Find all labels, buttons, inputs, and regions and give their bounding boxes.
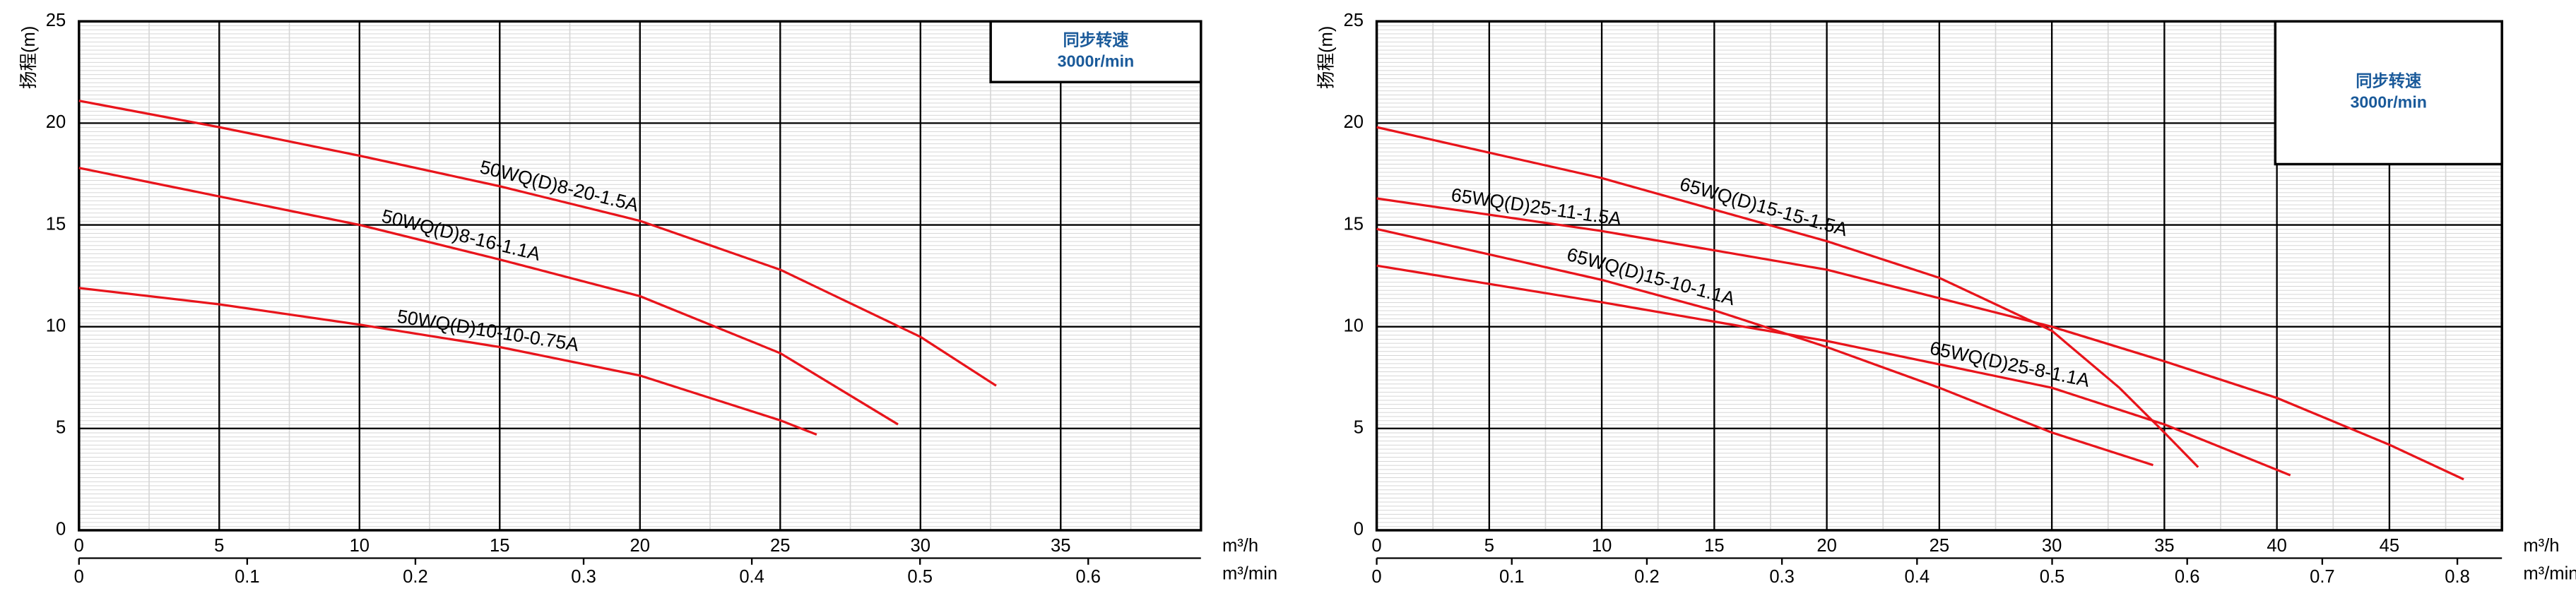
curve <box>1376 126 2199 468</box>
y-tick-label: 20 <box>1344 112 1364 132</box>
x-tick-label: 25 <box>1930 536 1949 556</box>
x2-tick-label: 0.4 <box>739 567 764 587</box>
x-tick-label: 20 <box>1816 536 1836 556</box>
x-tick-label: 35 <box>1051 536 1070 556</box>
y-tick-label: 15 <box>1344 214 1364 234</box>
x2-tick-label: 0.6 <box>2175 567 2200 587</box>
x2-tick-label: 0.2 <box>1634 567 1660 587</box>
x-tick-label: 25 <box>770 536 790 556</box>
x2-tick-label: 0.5 <box>907 567 933 587</box>
curve <box>1376 264 2291 477</box>
y-tick-label: 5 <box>56 418 66 438</box>
x-tick-label: 0 <box>74 536 84 556</box>
x2-tick-label: 0.1 <box>235 567 260 587</box>
x2-tick-label: 0 <box>74 567 84 587</box>
x-tick-label: 15 <box>490 536 509 556</box>
x-tick-label: 45 <box>2380 536 2399 556</box>
x2-tick-label: 0.1 <box>1499 567 1525 587</box>
y-tick-label: 15 <box>46 214 66 234</box>
note-text: 同步转速 <box>1063 30 1129 49</box>
note-text: 同步转速 <box>2356 71 2422 90</box>
x-tick-label: 10 <box>350 536 370 556</box>
note-text: 3000r/min <box>2350 93 2427 112</box>
y-tick-label: 0 <box>56 520 66 539</box>
x-axis-label: m³/h <box>1222 536 1258 556</box>
y-tick-label: 10 <box>1344 316 1364 335</box>
plot-frame <box>1375 20 2503 532</box>
curve <box>1376 227 2153 467</box>
x-tick-label: 15 <box>1704 536 1724 556</box>
curve <box>78 100 997 387</box>
y-axis-label: 扬程(m) <box>19 26 39 89</box>
curve <box>1376 197 2464 481</box>
x-tick-label: 35 <box>2154 536 2174 556</box>
x2-tick-label: 0.7 <box>2310 567 2335 587</box>
x2-tick-label: 0.6 <box>1075 567 1101 587</box>
x2-tick-label: 0.4 <box>1905 567 1930 587</box>
y-tick-label: 20 <box>46 112 66 132</box>
y-tick-label: 25 <box>46 11 66 30</box>
x2-tick-label: 0.5 <box>2040 567 2065 587</box>
y-tick-label: 10 <box>46 316 66 335</box>
note-text: 3000r/min <box>1058 52 1135 70</box>
x-tick-label: 20 <box>630 536 650 556</box>
y-axis-label: 扬程(m) <box>1317 26 1337 89</box>
x2-tick-label: 0 <box>1371 567 1381 587</box>
x-tick-label: 30 <box>911 536 930 556</box>
plot-frame <box>78 20 1203 532</box>
y-tick-label: 5 <box>1354 418 1364 438</box>
x2-axis-label: m³/min <box>1222 564 1277 584</box>
y-tick-label: 0 <box>1354 520 1364 539</box>
curve <box>78 287 817 436</box>
y-tick-label: 25 <box>1344 11 1364 30</box>
x2-tick-label: 0.2 <box>403 567 428 587</box>
x-axis-label: m³/h <box>2523 536 2559 556</box>
x2-tick-label: 0.3 <box>571 567 596 587</box>
x-tick-label: 0 <box>1371 536 1381 556</box>
x-tick-label: 5 <box>214 536 224 556</box>
note-box <box>2274 20 2503 166</box>
curve <box>78 167 899 426</box>
x2-tick-label: 0.3 <box>1769 567 1795 587</box>
x-tick-label: 30 <box>2042 536 2062 556</box>
x-tick-label: 5 <box>1484 536 1494 556</box>
note-box <box>989 20 1203 83</box>
x2-tick-label: 0.8 <box>2445 567 2470 587</box>
x2-axis-label: m³/min <box>2523 564 2576 584</box>
x-tick-label: 10 <box>1592 536 1612 556</box>
x-tick-label: 40 <box>2267 536 2286 556</box>
